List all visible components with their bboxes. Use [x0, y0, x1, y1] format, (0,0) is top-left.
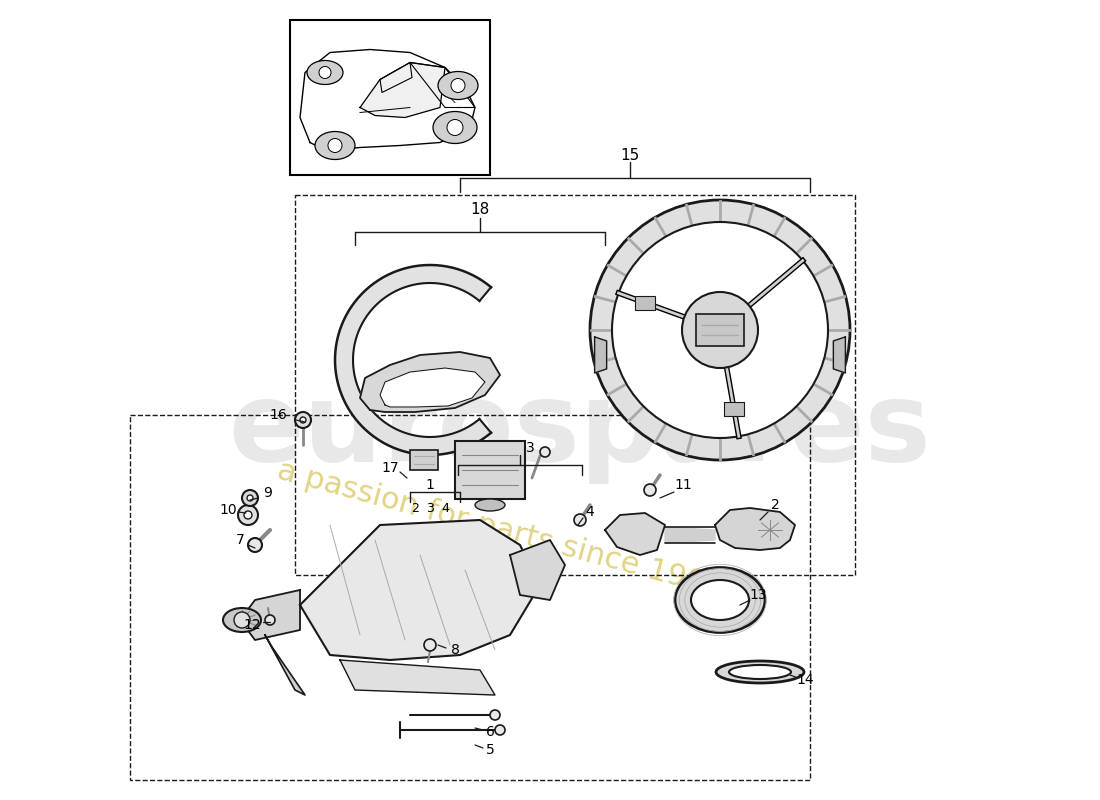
Text: 3: 3 — [526, 441, 535, 455]
Circle shape — [574, 514, 586, 526]
Bar — [410, 450, 438, 470]
Polygon shape — [240, 590, 300, 640]
Bar — [696, 314, 744, 346]
Circle shape — [244, 511, 252, 519]
Ellipse shape — [438, 71, 478, 99]
Polygon shape — [336, 265, 491, 455]
Circle shape — [447, 119, 463, 135]
Polygon shape — [300, 520, 540, 660]
Text: 14: 14 — [796, 673, 814, 687]
Text: 6: 6 — [485, 725, 494, 739]
Circle shape — [248, 538, 262, 552]
Circle shape — [590, 200, 850, 460]
Ellipse shape — [675, 567, 764, 633]
Bar — [724, 402, 744, 416]
Polygon shape — [510, 540, 565, 600]
Text: 11: 11 — [674, 478, 692, 492]
Text: 2: 2 — [411, 502, 419, 514]
Bar — [455, 441, 525, 499]
Text: 3: 3 — [426, 502, 433, 514]
Circle shape — [495, 725, 505, 735]
Circle shape — [300, 417, 306, 423]
Ellipse shape — [307, 61, 343, 85]
Text: 9: 9 — [264, 486, 273, 500]
Ellipse shape — [475, 499, 505, 511]
Polygon shape — [595, 337, 606, 373]
Ellipse shape — [223, 608, 261, 632]
Polygon shape — [360, 352, 500, 412]
Polygon shape — [834, 337, 846, 373]
Text: 4: 4 — [441, 502, 449, 514]
Circle shape — [242, 490, 258, 506]
Circle shape — [295, 412, 311, 428]
Text: 16: 16 — [270, 408, 287, 422]
Text: 4: 4 — [585, 505, 594, 519]
Circle shape — [265, 615, 275, 625]
Polygon shape — [666, 527, 715, 543]
Text: 10: 10 — [219, 503, 236, 517]
Circle shape — [612, 222, 828, 438]
Text: 18: 18 — [471, 202, 490, 218]
Polygon shape — [340, 660, 495, 695]
Text: eurospares: eurospares — [229, 377, 932, 483]
Ellipse shape — [729, 665, 791, 679]
Text: a passion for parts since 1985: a passion for parts since 1985 — [274, 456, 726, 604]
Polygon shape — [360, 62, 446, 118]
Circle shape — [540, 447, 550, 457]
Circle shape — [238, 505, 258, 525]
Bar — [130, 415, 810, 780]
Circle shape — [644, 484, 656, 496]
Ellipse shape — [315, 131, 355, 159]
Text: 17: 17 — [382, 461, 399, 475]
Circle shape — [490, 710, 500, 720]
Text: 8: 8 — [451, 643, 460, 657]
Circle shape — [248, 495, 253, 501]
Text: 2: 2 — [771, 498, 780, 512]
Text: 12: 12 — [243, 618, 261, 632]
Circle shape — [234, 612, 250, 628]
Circle shape — [319, 66, 331, 78]
Polygon shape — [605, 513, 665, 555]
Polygon shape — [265, 635, 305, 695]
Circle shape — [682, 292, 758, 368]
Ellipse shape — [716, 661, 804, 683]
Bar — [295, 195, 855, 575]
Text: 7: 7 — [235, 533, 244, 547]
Ellipse shape — [433, 111, 477, 143]
Bar — [635, 296, 654, 310]
Circle shape — [328, 138, 342, 153]
Ellipse shape — [691, 580, 749, 620]
Circle shape — [451, 78, 465, 93]
Bar — [290, 20, 490, 175]
Circle shape — [424, 639, 436, 651]
Polygon shape — [715, 508, 795, 550]
Text: 1: 1 — [426, 478, 434, 492]
Text: 15: 15 — [620, 147, 639, 162]
Text: 13: 13 — [749, 588, 767, 602]
Text: 5: 5 — [485, 743, 494, 757]
Polygon shape — [379, 368, 485, 407]
